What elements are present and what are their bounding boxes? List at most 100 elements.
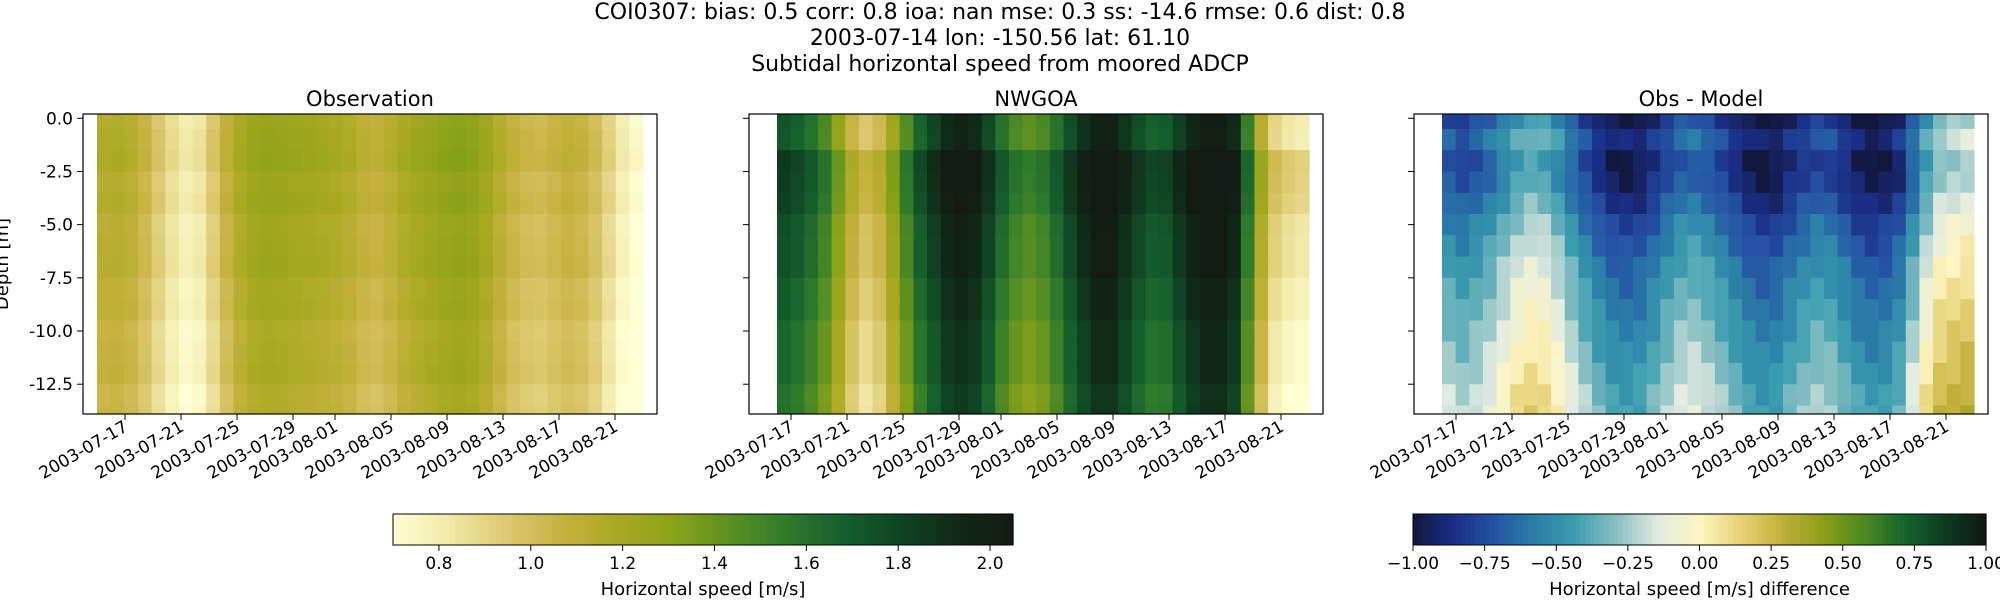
heatmap-cell	[233, 405, 248, 414]
heatmap-cell	[995, 256, 1010, 279]
heatmap-cell	[1240, 405, 1256, 414]
colorbar-segment	[661, 514, 668, 545]
heatmap-cell	[1823, 214, 1839, 236]
heatmap-cell	[1482, 299, 1498, 321]
heatmap-cell	[329, 405, 344, 414]
heatmap-cell	[1469, 362, 1484, 385]
heatmap-cell	[1605, 256, 1620, 279]
heatmap-cell	[1905, 277, 1921, 300]
heatmap-cell	[1496, 277, 1511, 300]
heatmap-cell	[137, 299, 153, 321]
heatmap-cell	[804, 128, 819, 151]
heatmap-cell	[1864, 256, 1880, 279]
colorbar-segment	[682, 514, 689, 545]
heatmap-cell	[1496, 171, 1511, 194]
heatmap-cell	[981, 405, 996, 414]
colorbar-segment	[1479, 514, 1486, 545]
heatmap-cell	[1482, 235, 1498, 258]
heatmap-cell	[1673, 256, 1689, 279]
heatmap-cell	[872, 150, 887, 173]
heatmap-cell	[1158, 384, 1174, 407]
heatmap-cell	[1131, 150, 1146, 173]
heatmap-cell	[1960, 405, 1975, 414]
heatmap-cell	[1063, 192, 1078, 215]
heatmap-cell	[479, 320, 494, 343]
heatmap-cell	[1742, 171, 1757, 194]
colorbar-segment	[1923, 514, 1930, 545]
heatmap-cell	[1769, 299, 1784, 321]
heatmap-cell	[479, 235, 494, 258]
colorbar-segment	[1007, 514, 1014, 545]
heatmap-cell	[1728, 320, 1743, 343]
heatmap-cell	[804, 405, 819, 414]
heatmap-cell	[1118, 128, 1133, 151]
heatmap-cell	[178, 341, 194, 364]
heatmap-cell	[1131, 114, 1146, 130]
colorbar-tick-label: 1.8	[885, 554, 912, 574]
heatmap-cell	[872, 192, 887, 215]
heatmap-cell	[1510, 235, 1525, 258]
heatmap-cell	[1186, 341, 1201, 364]
heatmap-cell	[940, 192, 955, 215]
heatmap-cell	[1783, 235, 1798, 258]
heatmap-cell	[329, 114, 344, 130]
heatmap-cell	[817, 214, 833, 236]
heatmap-cell	[329, 320, 344, 343]
heatmap-cell	[1960, 192, 1975, 215]
heatmap-cell	[1878, 341, 1893, 364]
heatmap-cell	[1823, 192, 1839, 215]
heatmap-cell	[288, 128, 303, 151]
heatmap-cell	[790, 235, 805, 258]
heatmap-cell	[967, 214, 983, 236]
colorbar-segment	[1833, 514, 1839, 545]
heatmap-cell	[1008, 405, 1024, 414]
colorbar-segment	[1752, 514, 1758, 545]
colorbar-segment	[1952, 514, 1958, 545]
heatmap-cell	[995, 405, 1010, 414]
heatmap-cell	[192, 150, 207, 173]
colorbar-segment	[1675, 514, 1682, 545]
colorbar-segment	[1938, 514, 1944, 545]
heatmap-cell	[424, 192, 439, 215]
heatmap-cell	[1008, 384, 1024, 407]
heatmap-cell	[817, 384, 833, 407]
heatmap-cell	[1810, 150, 1825, 173]
heatmap-cell	[370, 405, 385, 414]
heatmap-cell	[1851, 405, 1866, 414]
heatmap-cell	[274, 362, 289, 385]
heatmap-cell	[397, 256, 412, 279]
heatmap-cell	[1660, 320, 1675, 343]
heatmap-cell	[1469, 299, 1484, 321]
heatmap-cell	[777, 214, 792, 236]
heatmap-cell	[1673, 299, 1689, 321]
heatmap-cell	[1469, 384, 1484, 407]
heatmap-cell	[886, 256, 901, 279]
heatmap-cell	[1578, 171, 1593, 194]
heatmap-cell	[602, 214, 617, 236]
heatmap-cell	[1605, 150, 1620, 173]
colorbar-segment	[1432, 514, 1438, 545]
heatmap-cell	[165, 235, 180, 258]
heatmap-cell	[520, 128, 535, 151]
heatmap-cell	[1510, 384, 1525, 407]
heatmap-cell	[329, 128, 344, 151]
heatmap-cell	[1469, 405, 1484, 414]
heatmap-cell	[1892, 320, 1907, 343]
heatmap-cell	[1919, 341, 1934, 364]
heatmap-cell	[1769, 256, 1784, 279]
heatmap-cell	[1442, 341, 1457, 364]
heatmap-cell	[1605, 128, 1620, 151]
heatmap-cell	[1537, 384, 1552, 407]
colorbar-tick-label: 2.0	[977, 554, 1004, 574]
heatmap-cell	[1619, 405, 1634, 414]
colorbar-segment	[496, 514, 503, 545]
heatmap-cell	[110, 235, 125, 258]
colorbar-segment	[1465, 514, 1471, 545]
heatmap-cell	[260, 214, 276, 236]
heatmap-cell	[1022, 384, 1037, 407]
heatmap-cell	[356, 235, 371, 258]
heatmap-cell	[329, 192, 344, 215]
heatmap-cell	[1295, 384, 1310, 407]
heatmap-cell	[438, 362, 453, 385]
colorbar-segment	[894, 514, 900, 545]
